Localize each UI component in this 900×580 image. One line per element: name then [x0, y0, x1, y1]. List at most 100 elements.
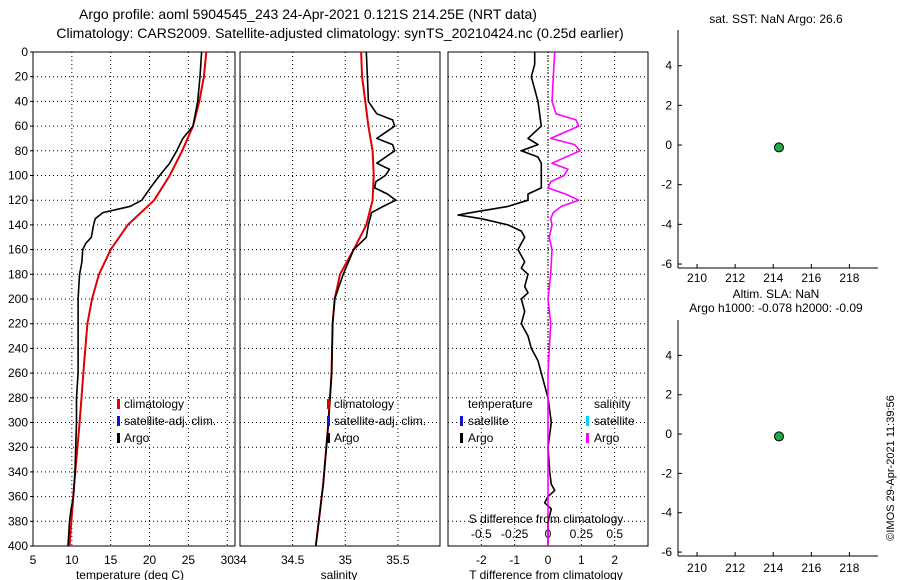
depth-tick-label-10: 200	[8, 292, 28, 306]
temp-legend-satellite: satellite-adj. clim.	[124, 414, 216, 428]
depth-tick-label-6: 120	[8, 193, 28, 207]
sla_map-xtick-label-1: 212	[725, 561, 745, 575]
title-line-2: Climatology: CARS2009. Satellite-adjuste…	[56, 25, 623, 41]
difference-xtick-label-0: -2	[476, 553, 487, 567]
sst_map-ytick-label-1: -4	[661, 217, 672, 231]
depth-tick-label-7: 140	[8, 218, 28, 232]
diff-legend-temperature-title: temperature	[468, 397, 533, 411]
sla_map-ytick-label-5: 4	[665, 348, 672, 362]
salinity-xtick-label-2: 35	[339, 553, 353, 567]
diff-legend-swatch-s-argo	[586, 433, 589, 443]
sst_map-xtick-label-2: 214	[763, 271, 783, 285]
sst_map-xtick-label-0: 210	[687, 271, 707, 285]
temperature-xtick-label-1: 10	[65, 553, 79, 567]
depth-tick-label-1: 20	[15, 70, 29, 84]
salinity-frame	[239, 51, 441, 547]
s-diff-tick-label-0: -0.5	[471, 527, 492, 541]
s-diff-tick-label-4: 0.5	[606, 527, 623, 541]
sst-map-panel: -6 -4 -2 0 2 4 210 212 214 216 218	[661, 30, 878, 285]
depth-tick-label-9: 180	[8, 267, 28, 281]
depth-tick-label-16: 320	[8, 440, 28, 454]
salinity-panel: 34 34.5 35 35.5	[233, 51, 441, 567]
sla-map-subtitle: Argo h1000: -0.078 h2000: -0.09	[689, 301, 863, 315]
sst_map-ytick-label-5: 4	[665, 59, 672, 73]
depth-tick-label-3: 60	[15, 119, 29, 133]
sst_map-xtick-label-4: 218	[839, 271, 859, 285]
diff-legend-t-satellite: satellite	[468, 414, 509, 428]
diff-legend-s-argo: Argo	[594, 431, 620, 445]
difference-series-t-difference	[457, 52, 556, 546]
diff-legend-salinity-title: salinity	[594, 397, 631, 411]
sal-xlabel: salinity	[321, 568, 358, 580]
temperature-series-argo	[67, 51, 203, 547]
depth-tick-label-15: 300	[8, 416, 28, 430]
sla_map-ytick-label-0: -6	[661, 545, 672, 559]
sla_map-xtick-label-4: 218	[839, 561, 859, 575]
depth-tick-label-19: 380	[8, 514, 28, 528]
temp-legend-swatch-satellite	[117, 416, 120, 426]
s-diff-tick-label-3: 0.25	[570, 527, 594, 541]
depth-tick-label-0: 0	[21, 45, 28, 59]
depth-tick-label-14: 280	[8, 391, 28, 405]
depth-tick-label-20: 400	[8, 539, 28, 553]
depth-tick-label-11: 220	[8, 317, 28, 331]
sal-legend-satellite: satellite-adj. clim.	[334, 414, 426, 428]
temp-legend-swatch-climatology	[117, 399, 120, 409]
salinity-xtick-label-0: 34	[233, 553, 247, 567]
temp-legend-swatch-argo	[117, 433, 120, 443]
sla_map-argo-point-0	[773, 431, 784, 442]
diff-legend-s-satellite: satellite	[594, 414, 635, 428]
sla_map-xtick-label-0: 210	[687, 561, 707, 575]
diff-legend-swatch-s-satellite	[586, 416, 589, 426]
sla_map-ytick-label-3: 0	[665, 427, 672, 441]
sal-legend-climatology: climatology	[334, 397, 394, 411]
sst_map-ytick-label-3: 0	[665, 138, 672, 152]
sla_map-ytick-label-2: -2	[661, 466, 672, 480]
sst_map-argo-point-0	[773, 142, 784, 153]
difference-series-s-difference	[547, 51, 581, 546]
temperature-xtick-label-4: 25	[182, 553, 196, 567]
temp-xlabel: temperature (deg C)	[76, 568, 184, 580]
temp-legend-climatology: climatology	[124, 397, 184, 411]
sst_map-xtick-label-1: 212	[725, 271, 745, 285]
sal-legend-swatch-satellite	[327, 416, 330, 426]
credit-stamp: ©IMOS 29-Apr-2021 11:39:56	[885, 395, 897, 540]
diff-legend-swatch-t-satellite	[460, 416, 463, 426]
sal-legend-swatch-argo	[327, 433, 330, 443]
sla_map-ytick-label-4: 2	[665, 388, 672, 402]
sla-map-panel: -6 -4 -2 0 2 4 210 212 214 216 218	[661, 320, 878, 575]
difference-xtick-label-4: 2	[611, 553, 618, 567]
depth-tick-label-4: 80	[15, 144, 29, 158]
title-line-1: Argo profile: aoml 5904545_243 24-Apr-20…	[79, 6, 537, 22]
temperature-xtick-label-5: 30	[221, 553, 235, 567]
salinity-series-argo	[315, 51, 397, 547]
diff-xlabel: T difference from climatology	[469, 568, 623, 580]
difference-xtick-label-2: 0	[545, 553, 552, 567]
temp-legend-argo: Argo	[124, 431, 150, 445]
sla_map-xtick-label-3: 216	[801, 561, 821, 575]
salinity-xtick-label-3: 35.5	[386, 553, 410, 567]
sst_map-ytick-label-0: -6	[661, 257, 672, 271]
sst_map-ytick-label-2: -2	[661, 178, 672, 192]
salinity-xtick-label-1: 34.5	[281, 553, 305, 567]
depth-tick-label-17: 340	[8, 465, 28, 479]
depth-tick-label-12: 240	[8, 341, 28, 355]
sla_map-ytick-label-1: -4	[661, 506, 672, 520]
s-diff-tick-label-1: -0.25	[501, 527, 529, 541]
difference-xtick-label-1: -1	[509, 553, 520, 567]
difference-xtick-label-3: 1	[578, 553, 585, 567]
depth-tick-label-5: 100	[8, 169, 28, 183]
diff-top-xlabel: S difference from climatology	[469, 512, 624, 526]
temperature-xtick-label-2: 15	[104, 553, 118, 567]
sla-map-title: Altim. SLA: NaN	[733, 287, 820, 301]
sst_map-xtick-label-3: 216	[801, 271, 821, 285]
depth-tick-label-8: 160	[8, 243, 28, 257]
depth-tick-label-2: 40	[15, 94, 29, 108]
sal-legend-argo: Argo	[334, 431, 360, 445]
temperature-panel: 5 10 15 20 25 3002040608010012014016018020022…	[8, 45, 236, 567]
depth-tick-label-18: 360	[8, 490, 28, 504]
temperature-xtick-label-3: 20	[143, 553, 157, 567]
depth-tick-label-13: 260	[8, 366, 28, 380]
diff-legend-swatch-t-argo	[460, 433, 463, 443]
